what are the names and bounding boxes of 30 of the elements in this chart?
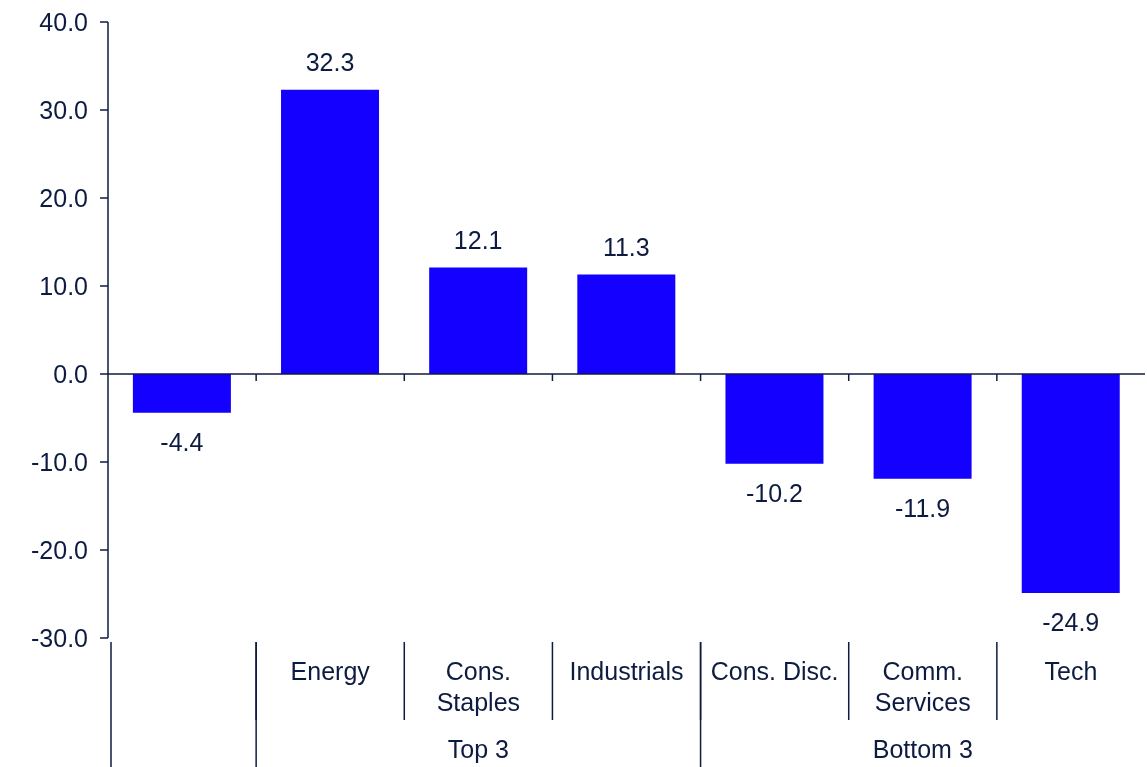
x-tick-label: Industrials [569, 657, 684, 685]
bar [429, 267, 528, 374]
x-tick-label: Energy [290, 657, 371, 685]
bar [873, 374, 972, 479]
bar [725, 374, 824, 464]
y-tick-label: 20.0 [39, 183, 88, 212]
x-tick-label: Tech [1044, 657, 1098, 685]
bar [1021, 374, 1120, 594]
x-tick-label: Comm. Services [874, 657, 971, 716]
y-tick-label: 30.0 [39, 95, 88, 124]
data-label: 11.3 [602, 232, 650, 261]
bar [577, 274, 676, 374]
bar [281, 89, 380, 374]
y-tick-label: -20.0 [31, 535, 88, 564]
y-tick-label: -10.0 [31, 447, 88, 476]
text: Top 3 [447, 735, 509, 763]
x-tick-label: Cons. Disc. [710, 657, 839, 685]
data-label: -4.4 [160, 427, 204, 456]
text: Bottom 3 [872, 735, 973, 763]
y-tick-label: 40.0 [39, 7, 88, 36]
data-label: 12.1 [453, 225, 503, 254]
y-tick-label: 0.0 [53, 359, 88, 388]
y-tick-label: 10.0 [39, 271, 88, 300]
data-label: -10.2 [745, 478, 803, 507]
data-label: -11.9 [895, 493, 951, 522]
data-label: -24.9 [1042, 608, 1100, 637]
x-tick-label: Cons. Staples [436, 657, 521, 716]
bar [132, 374, 231, 413]
data-label: 32.3 [305, 47, 355, 76]
y-tick-label: -30.0 [31, 623, 88, 652]
